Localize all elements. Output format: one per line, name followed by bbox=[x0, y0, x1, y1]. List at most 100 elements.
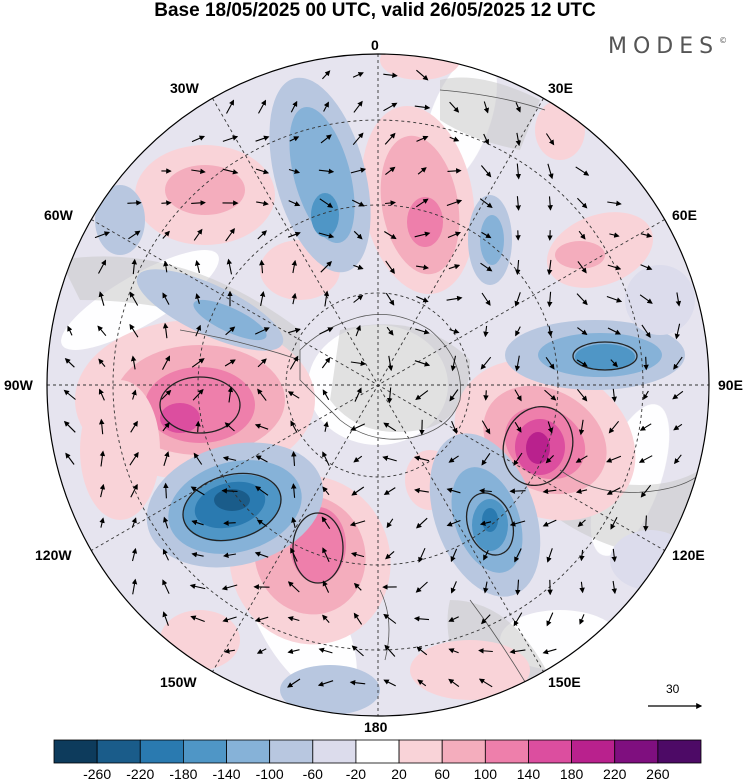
wind-arrow bbox=[322, 614, 330, 623]
wind-arrow bbox=[289, 136, 300, 142]
wind-arrow bbox=[481, 452, 491, 466]
label-lon-60w: 60W bbox=[44, 207, 73, 223]
colorbar-tick-label: 20 bbox=[391, 766, 407, 782]
wind-arrow bbox=[287, 581, 300, 593]
wind-arrow bbox=[222, 616, 237, 623]
wind-arrow bbox=[256, 200, 269, 206]
wind-arrow bbox=[514, 292, 521, 307]
wind-arrow bbox=[416, 646, 428, 656]
wind-arrow bbox=[416, 295, 429, 303]
wind-arrow bbox=[483, 133, 489, 145]
label-lon-150e: 150E bbox=[548, 674, 581, 690]
wind-arrow bbox=[641, 324, 651, 339]
wind-arrow bbox=[480, 165, 492, 178]
wind-arrow bbox=[224, 648, 235, 654]
colorbar-swatch bbox=[226, 739, 271, 764]
wind-arrow bbox=[579, 549, 585, 562]
colorbar-swatch bbox=[441, 739, 486, 764]
label-lon-150w: 150W bbox=[160, 674, 197, 690]
wind-arrow bbox=[288, 168, 301, 174]
wind-arrow bbox=[413, 616, 430, 622]
colorbar bbox=[53, 739, 702, 764]
label-lon-30e: 30E bbox=[548, 80, 573, 96]
wind-arrow bbox=[353, 582, 362, 591]
wind-arrow bbox=[323, 290, 330, 307]
wind-arrow bbox=[288, 200, 301, 207]
colorbar-swatch bbox=[614, 739, 659, 764]
wind-arrow bbox=[130, 483, 138, 498]
wind-arrow bbox=[547, 163, 554, 180]
colorbar-tick-label: -180 bbox=[169, 766, 198, 782]
wind-arrow bbox=[547, 196, 553, 211]
wind-arrow bbox=[318, 647, 333, 654]
wind-arrow bbox=[350, 360, 367, 367]
wind-arrow bbox=[514, 389, 522, 402]
wind-arrow bbox=[287, 391, 300, 399]
wind-arrow bbox=[162, 579, 170, 594]
wind-arrow bbox=[448, 678, 460, 688]
wind-arrow bbox=[162, 548, 169, 561]
wind-arrow bbox=[259, 291, 266, 307]
wind-arrow bbox=[577, 197, 588, 209]
wind-arrow bbox=[319, 198, 334, 208]
wind-arrow bbox=[191, 135, 206, 143]
wind-arrow bbox=[673, 423, 683, 431]
wind-arrow bbox=[546, 612, 554, 627]
wind-arrow bbox=[256, 519, 267, 527]
label-lon-60e: 60E bbox=[672, 207, 697, 223]
wind-arrow bbox=[225, 228, 235, 242]
wind-arrow bbox=[131, 578, 138, 595]
colorbar-tick-label: 220 bbox=[603, 766, 627, 782]
wind-arrow bbox=[385, 550, 395, 560]
wind-arrow bbox=[322, 580, 330, 593]
wind-arrow bbox=[515, 163, 522, 180]
wind-arrow bbox=[224, 422, 235, 432]
wind-arrow bbox=[162, 322, 169, 339]
wind-arrow bbox=[131, 389, 137, 400]
wind-arrow bbox=[94, 231, 111, 239]
wind-arrow bbox=[352, 132, 364, 146]
wind-arrow bbox=[446, 295, 463, 302]
wind-arrow bbox=[606, 455, 622, 463]
wind-arrow bbox=[608, 420, 620, 434]
wind-arrow bbox=[483, 581, 489, 594]
wind-arrow bbox=[415, 198, 429, 208]
wind-arrow bbox=[128, 230, 141, 240]
wind-arrow bbox=[448, 455, 459, 463]
wind-arrow bbox=[161, 389, 172, 400]
wind-arrow bbox=[447, 231, 462, 239]
wind-arrow bbox=[288, 231, 301, 238]
wind-arrow bbox=[350, 167, 367, 174]
colorbar-tick-label: -260 bbox=[83, 766, 112, 782]
wind-arrow bbox=[385, 260, 395, 274]
wind-arrow bbox=[611, 388, 617, 403]
wind-arrow bbox=[578, 419, 585, 436]
wind-arrow bbox=[577, 261, 587, 274]
wind-arrow bbox=[607, 327, 621, 335]
wind-arrow bbox=[289, 355, 299, 370]
wind-arrow bbox=[131, 258, 138, 275]
wind-arrow bbox=[448, 616, 459, 622]
wind-arrow bbox=[611, 548, 617, 563]
wind-arrow bbox=[449, 101, 460, 113]
wind-arrow bbox=[483, 550, 489, 561]
colorbar-tick-label: -140 bbox=[212, 766, 241, 782]
wind-arrow bbox=[387, 355, 394, 372]
wind-arrow bbox=[545, 356, 555, 370]
wind-arrow bbox=[383, 422, 397, 432]
wind-arrow bbox=[97, 325, 107, 337]
wind-arrow bbox=[257, 388, 267, 401]
wind-arrow bbox=[64, 358, 75, 368]
coastlines bbox=[179, 89, 706, 691]
wind-arrow bbox=[291, 259, 298, 274]
wind-arrow bbox=[481, 420, 491, 435]
wind-arrow bbox=[383, 613, 397, 624]
wind-arrow bbox=[256, 648, 267, 654]
colorbar-swatch bbox=[139, 739, 184, 764]
label-lon-30w: 30W bbox=[170, 80, 199, 96]
wind-arrow bbox=[191, 358, 205, 368]
wind-arrow bbox=[386, 518, 394, 529]
wind-arrow bbox=[418, 547, 426, 563]
wind-arrow bbox=[415, 390, 429, 401]
